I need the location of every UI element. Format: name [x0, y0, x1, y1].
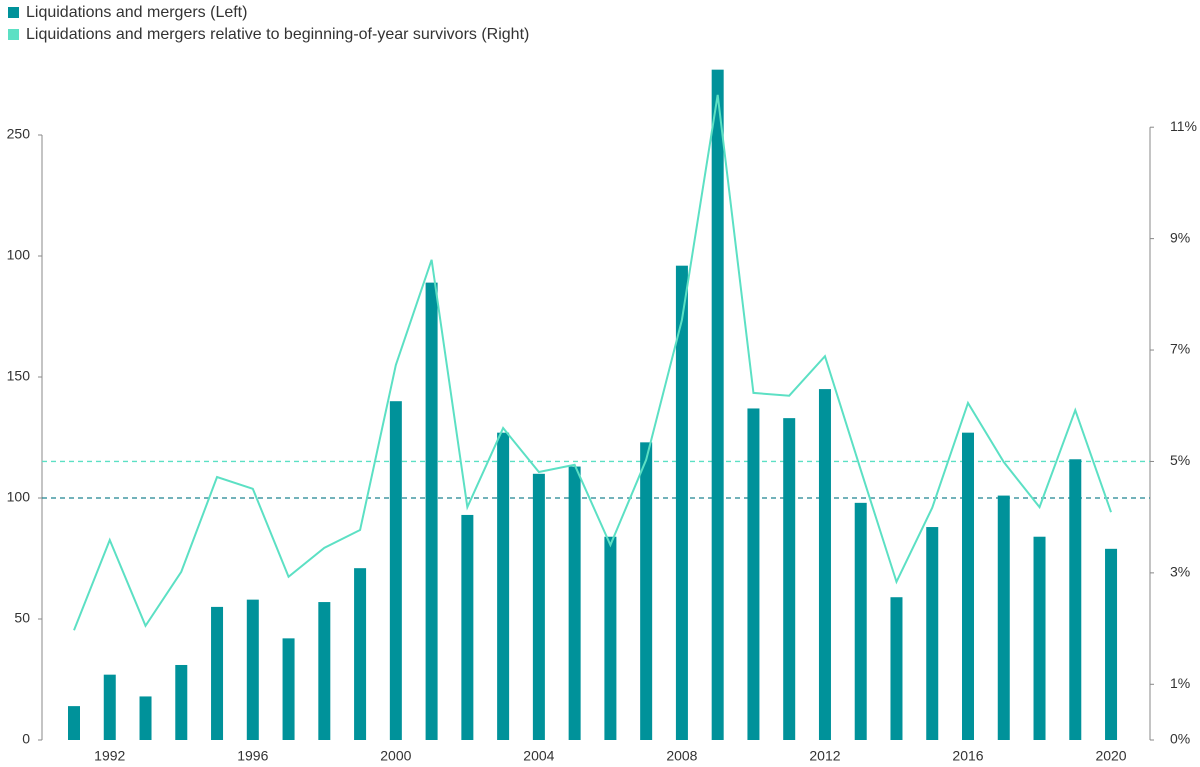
- bar: [425, 282, 438, 740]
- bar: [747, 408, 760, 740]
- y2-tick-label: 1%: [1170, 675, 1190, 691]
- bar: [604, 536, 617, 740]
- legend-swatch: [8, 29, 19, 40]
- x-tick-label: 2016: [952, 748, 983, 764]
- bar: [962, 432, 974, 740]
- x-tick-label: 1992: [94, 748, 125, 764]
- y-tick-label: 50: [14, 610, 30, 626]
- bar: [568, 466, 581, 740]
- y2-tick-label: 5%: [1170, 452, 1190, 468]
- legend-swatch: [8, 7, 19, 18]
- y-tick-label: 100: [7, 247, 31, 263]
- y-tick-label: 150: [7, 368, 31, 384]
- bar: [890, 597, 903, 740]
- x-tick-label: 2012: [809, 748, 840, 764]
- legend-label: Liquidations and mergers relative to beg…: [26, 26, 529, 43]
- bar: [818, 389, 831, 740]
- bar: [675, 265, 688, 740]
- y2-tick-label: 0%: [1170, 731, 1190, 747]
- y2-tick-label: 7%: [1170, 341, 1190, 357]
- bar: [211, 606, 224, 740]
- x-tick-label: 2008: [666, 748, 697, 764]
- line: [73, 94, 1112, 631]
- bar: [175, 664, 188, 740]
- bar: [389, 401, 402, 740]
- bar: [640, 442, 653, 740]
- bar: [997, 495, 1010, 740]
- bar: [1069, 459, 1082, 740]
- x-tick-label: 1996: [237, 748, 268, 764]
- bar: [282, 638, 295, 740]
- y-tick-label: 250: [7, 126, 31, 142]
- y-tick-label: 0: [22, 731, 30, 747]
- legend-label: Liquidations and mergers (Left): [26, 4, 247, 21]
- x-tick-label: 2004: [523, 748, 554, 764]
- bar: [139, 696, 152, 740]
- x-tick-label: 2000: [380, 748, 411, 764]
- y2-tick-label: 9%: [1170, 229, 1190, 245]
- bar: [926, 527, 939, 740]
- bar: [497, 432, 510, 740]
- bar: [318, 602, 331, 740]
- x-tick-label: 2020: [1095, 748, 1126, 764]
- bar: [461, 514, 474, 740]
- bar: [1105, 548, 1118, 740]
- bar: [354, 568, 367, 740]
- bar: [1033, 536, 1046, 740]
- bar: [68, 706, 80, 740]
- y2-tick-label: 3%: [1170, 564, 1190, 580]
- y2-tick-label: 11%: [1170, 118, 1197, 134]
- bar: [783, 418, 796, 740]
- bar: [246, 599, 259, 740]
- bar: [103, 674, 116, 740]
- y-tick-label: 100: [7, 489, 31, 505]
- bar: [854, 502, 867, 740]
- bar: [711, 69, 724, 740]
- bar: [532, 473, 545, 740]
